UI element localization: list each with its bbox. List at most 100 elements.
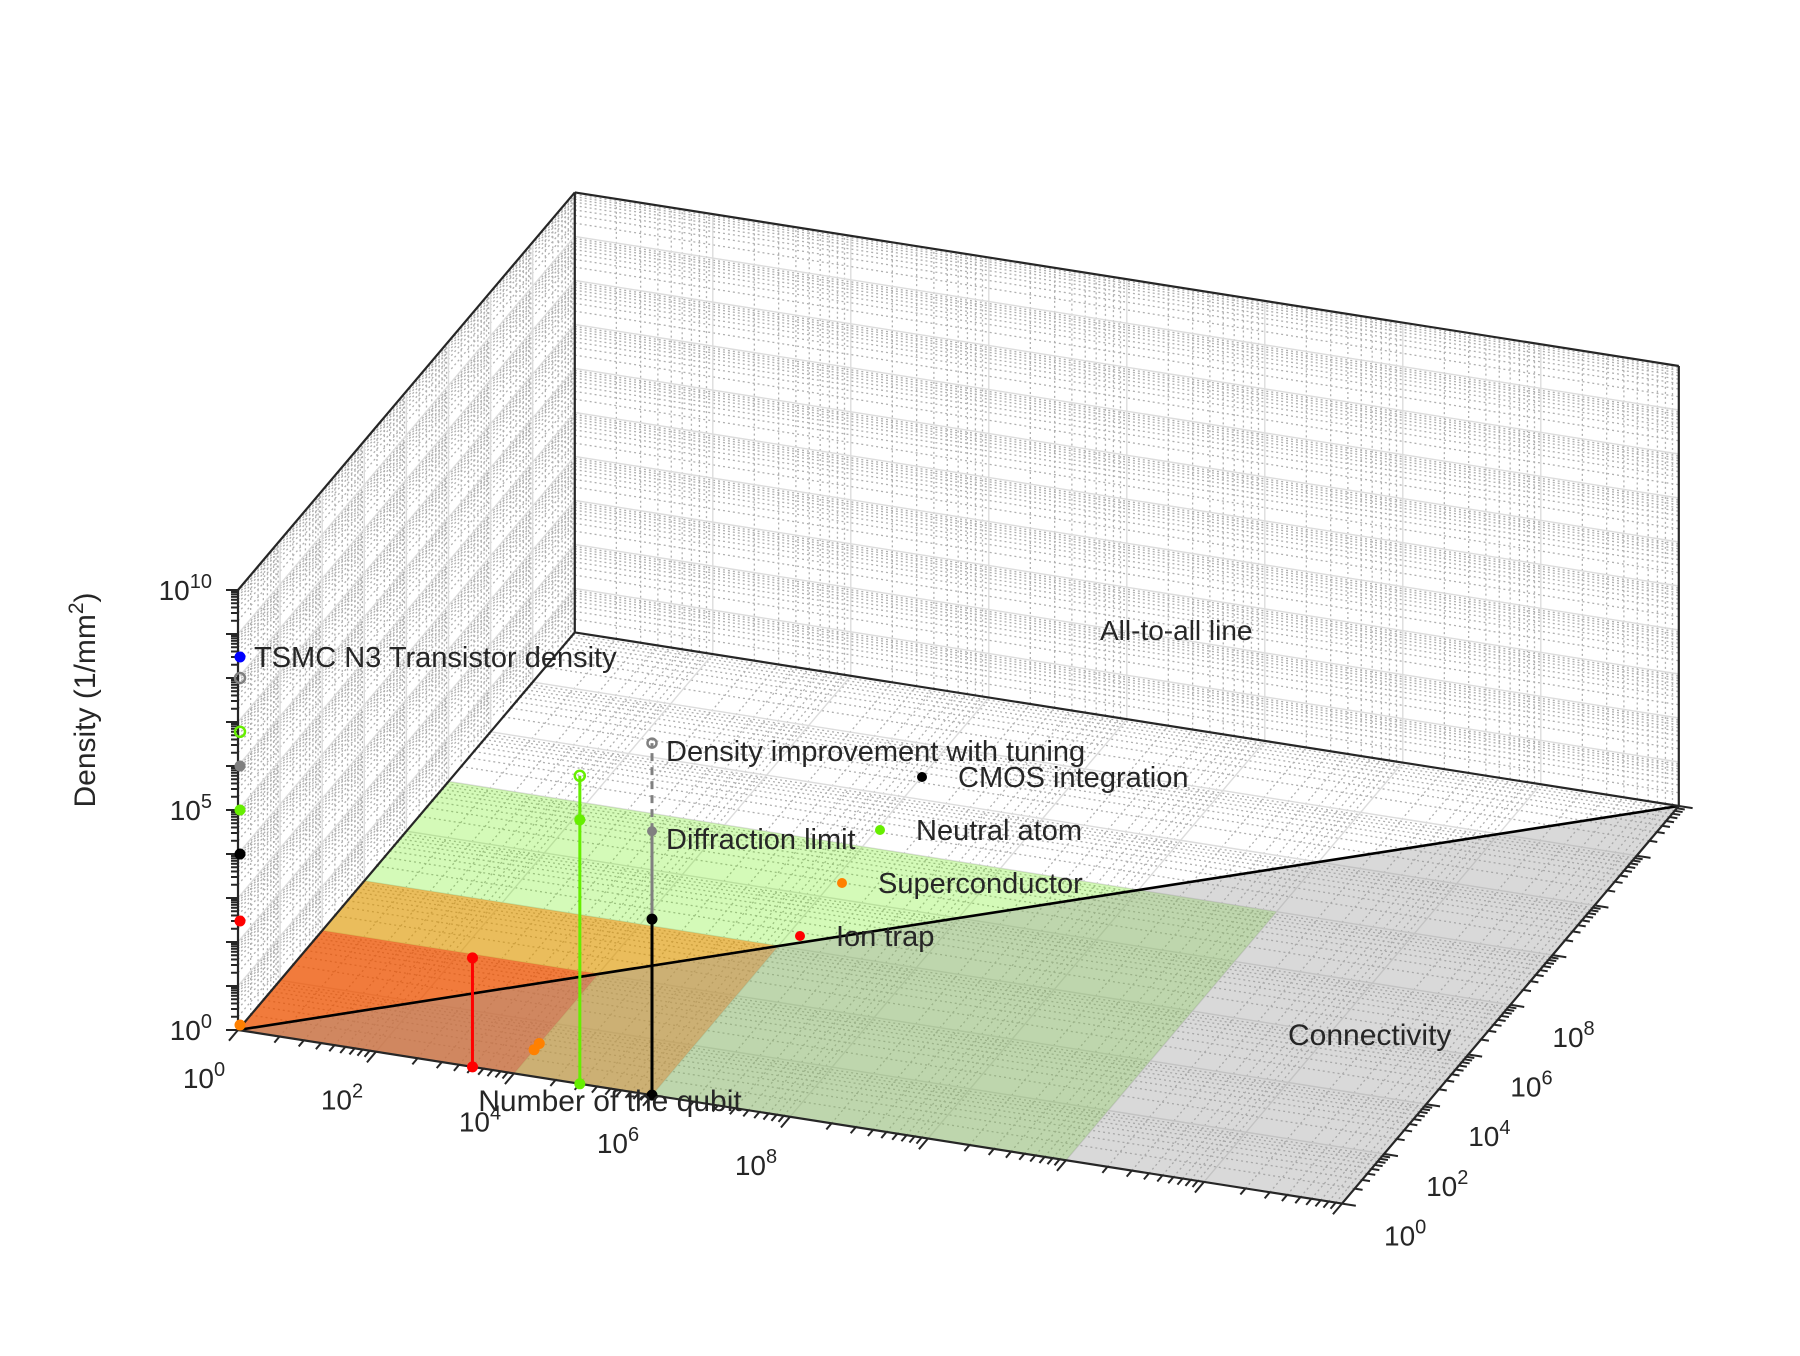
grid-line: [574, 333, 1679, 509]
grid-line: [574, 209, 1679, 385]
legend-marker: [795, 931, 805, 941]
tick-mark: [591, 1085, 598, 1094]
y-tick-label: 106: [1510, 1068, 1552, 1103]
grid-line: [418, 815, 1524, 991]
legend-marker: [875, 825, 885, 835]
grid-line: [574, 398, 1679, 574]
grid-line: [402, 835, 1507, 1011]
tick-mark: [1379, 1157, 1389, 1161]
tick-mark: [1565, 939, 1574, 943]
series-point-cmos-integration: [646, 1089, 658, 1101]
wall-marker-ion-trap: [234, 915, 246, 927]
grid-line: [574, 545, 1679, 721]
grid-line: [574, 323, 1679, 499]
y-axis-label: Connectivity: [1288, 1019, 1451, 1052]
tick-mark: [1371, 1167, 1380, 1172]
tick-mark: [1125, 1169, 1133, 1178]
tick-mark: [1676, 807, 1685, 811]
ref-label: Diffraction limit: [666, 824, 856, 856]
legend-marker: [837, 878, 847, 888]
grid-line: [574, 504, 1679, 679]
y-tick-label: 104: [1468, 1117, 1510, 1152]
grid-line: [574, 205, 1679, 380]
grid-line: [574, 486, 1679, 662]
grid-line: [574, 513, 1679, 688]
grid-line: [570, 636, 1675, 812]
grid-line: [574, 506, 1679, 682]
chart-text: 1001021041061081001021041061081001051010…: [65, 571, 1595, 1252]
grid-line: [574, 610, 1679, 786]
z-tick-label: 105: [170, 791, 212, 826]
grid-line: [574, 416, 1679, 591]
box-edge: [574, 631, 1679, 808]
tick-mark: [1396, 1137, 1405, 1142]
legend-label: Superconductor: [878, 868, 1083, 900]
tick-mark: [1468, 1053, 1483, 1058]
tick-mark: [867, 1129, 874, 1137]
ref-label: Density improvement with tuning: [666, 736, 1085, 768]
tick-mark: [1619, 874, 1629, 878]
data-series: [233, 651, 658, 1101]
ref-point: [646, 737, 658, 749]
tick-mark: [1665, 819, 1675, 824]
wall-marker-tsmc: [234, 651, 246, 663]
tick-mark: [1341, 1202, 1356, 1207]
tick-mark: [1510, 1003, 1525, 1008]
grid-line: [237, 543, 576, 943]
grid-line: [574, 605, 1679, 781]
grid-line: [574, 473, 1679, 649]
grid-line: [574, 457, 1679, 633]
tick-mark: [1552, 954, 1567, 959]
all-to-all-region: [237, 804, 1679, 1204]
grid-line: [461, 765, 1566, 941]
tick-mark: [1263, 1191, 1271, 1200]
grid-line: [477, 746, 1583, 922]
grid-line: [574, 284, 1679, 459]
tick-mark: [1466, 1055, 1475, 1060]
grid-line: [568, 639, 1673, 815]
grid-line: [486, 735, 1591, 911]
grid-line: [574, 201, 1679, 377]
tick-mark: [1167, 1176, 1175, 1184]
x-tick-label: 106: [597, 1124, 639, 1159]
tick-mark: [1530, 980, 1539, 984]
grid-line: [481, 742, 1586, 918]
tick-mark: [1424, 1105, 1433, 1109]
tick-mark: [880, 1131, 888, 1139]
grid-line: [574, 346, 1679, 522]
grid-line: [473, 750, 1578, 926]
tick-mark: [339, 1046, 347, 1054]
tick-mark: [494, 1070, 502, 1079]
grid-line: [574, 297, 1679, 473]
tick-mark: [1038, 1156, 1046, 1164]
grid-line: [574, 372, 1679, 547]
grid-line: [574, 381, 1679, 556]
tick-mark: [1590, 909, 1599, 913]
grid-line: [483, 738, 1589, 914]
grid-line: [528, 686, 1633, 862]
tick-mark: [1607, 889, 1616, 893]
grid-line: [574, 235, 1679, 411]
tick-mark: [780, 1116, 791, 1129]
tick-mark: [1438, 1088, 1447, 1092]
tick-mark: [1191, 1180, 1199, 1188]
tick-mark: [1451, 1073, 1460, 1077]
tick-mark: [1332, 1202, 1343, 1215]
tick-mark: [1294, 1196, 1302, 1204]
tick-mark: [632, 1092, 640, 1100]
grid-line: [574, 341, 1679, 517]
tick-mark: [363, 1050, 371, 1058]
grid-line: [565, 642, 1670, 818]
grid-line: [574, 517, 1679, 693]
grid-line: [574, 242, 1679, 418]
grid-line: [574, 553, 1679, 729]
tick-mark: [711, 1104, 719, 1113]
grid-line: [574, 253, 1679, 429]
tick-mark: [1416, 1114, 1425, 1118]
tick-mark: [1627, 865, 1636, 869]
tick-mark: [908, 1135, 916, 1144]
tick-mark: [770, 1114, 778, 1122]
tick-mark: [1581, 919, 1590, 923]
grid-line: [574, 374, 1679, 550]
tick-mark: [1661, 824, 1671, 829]
